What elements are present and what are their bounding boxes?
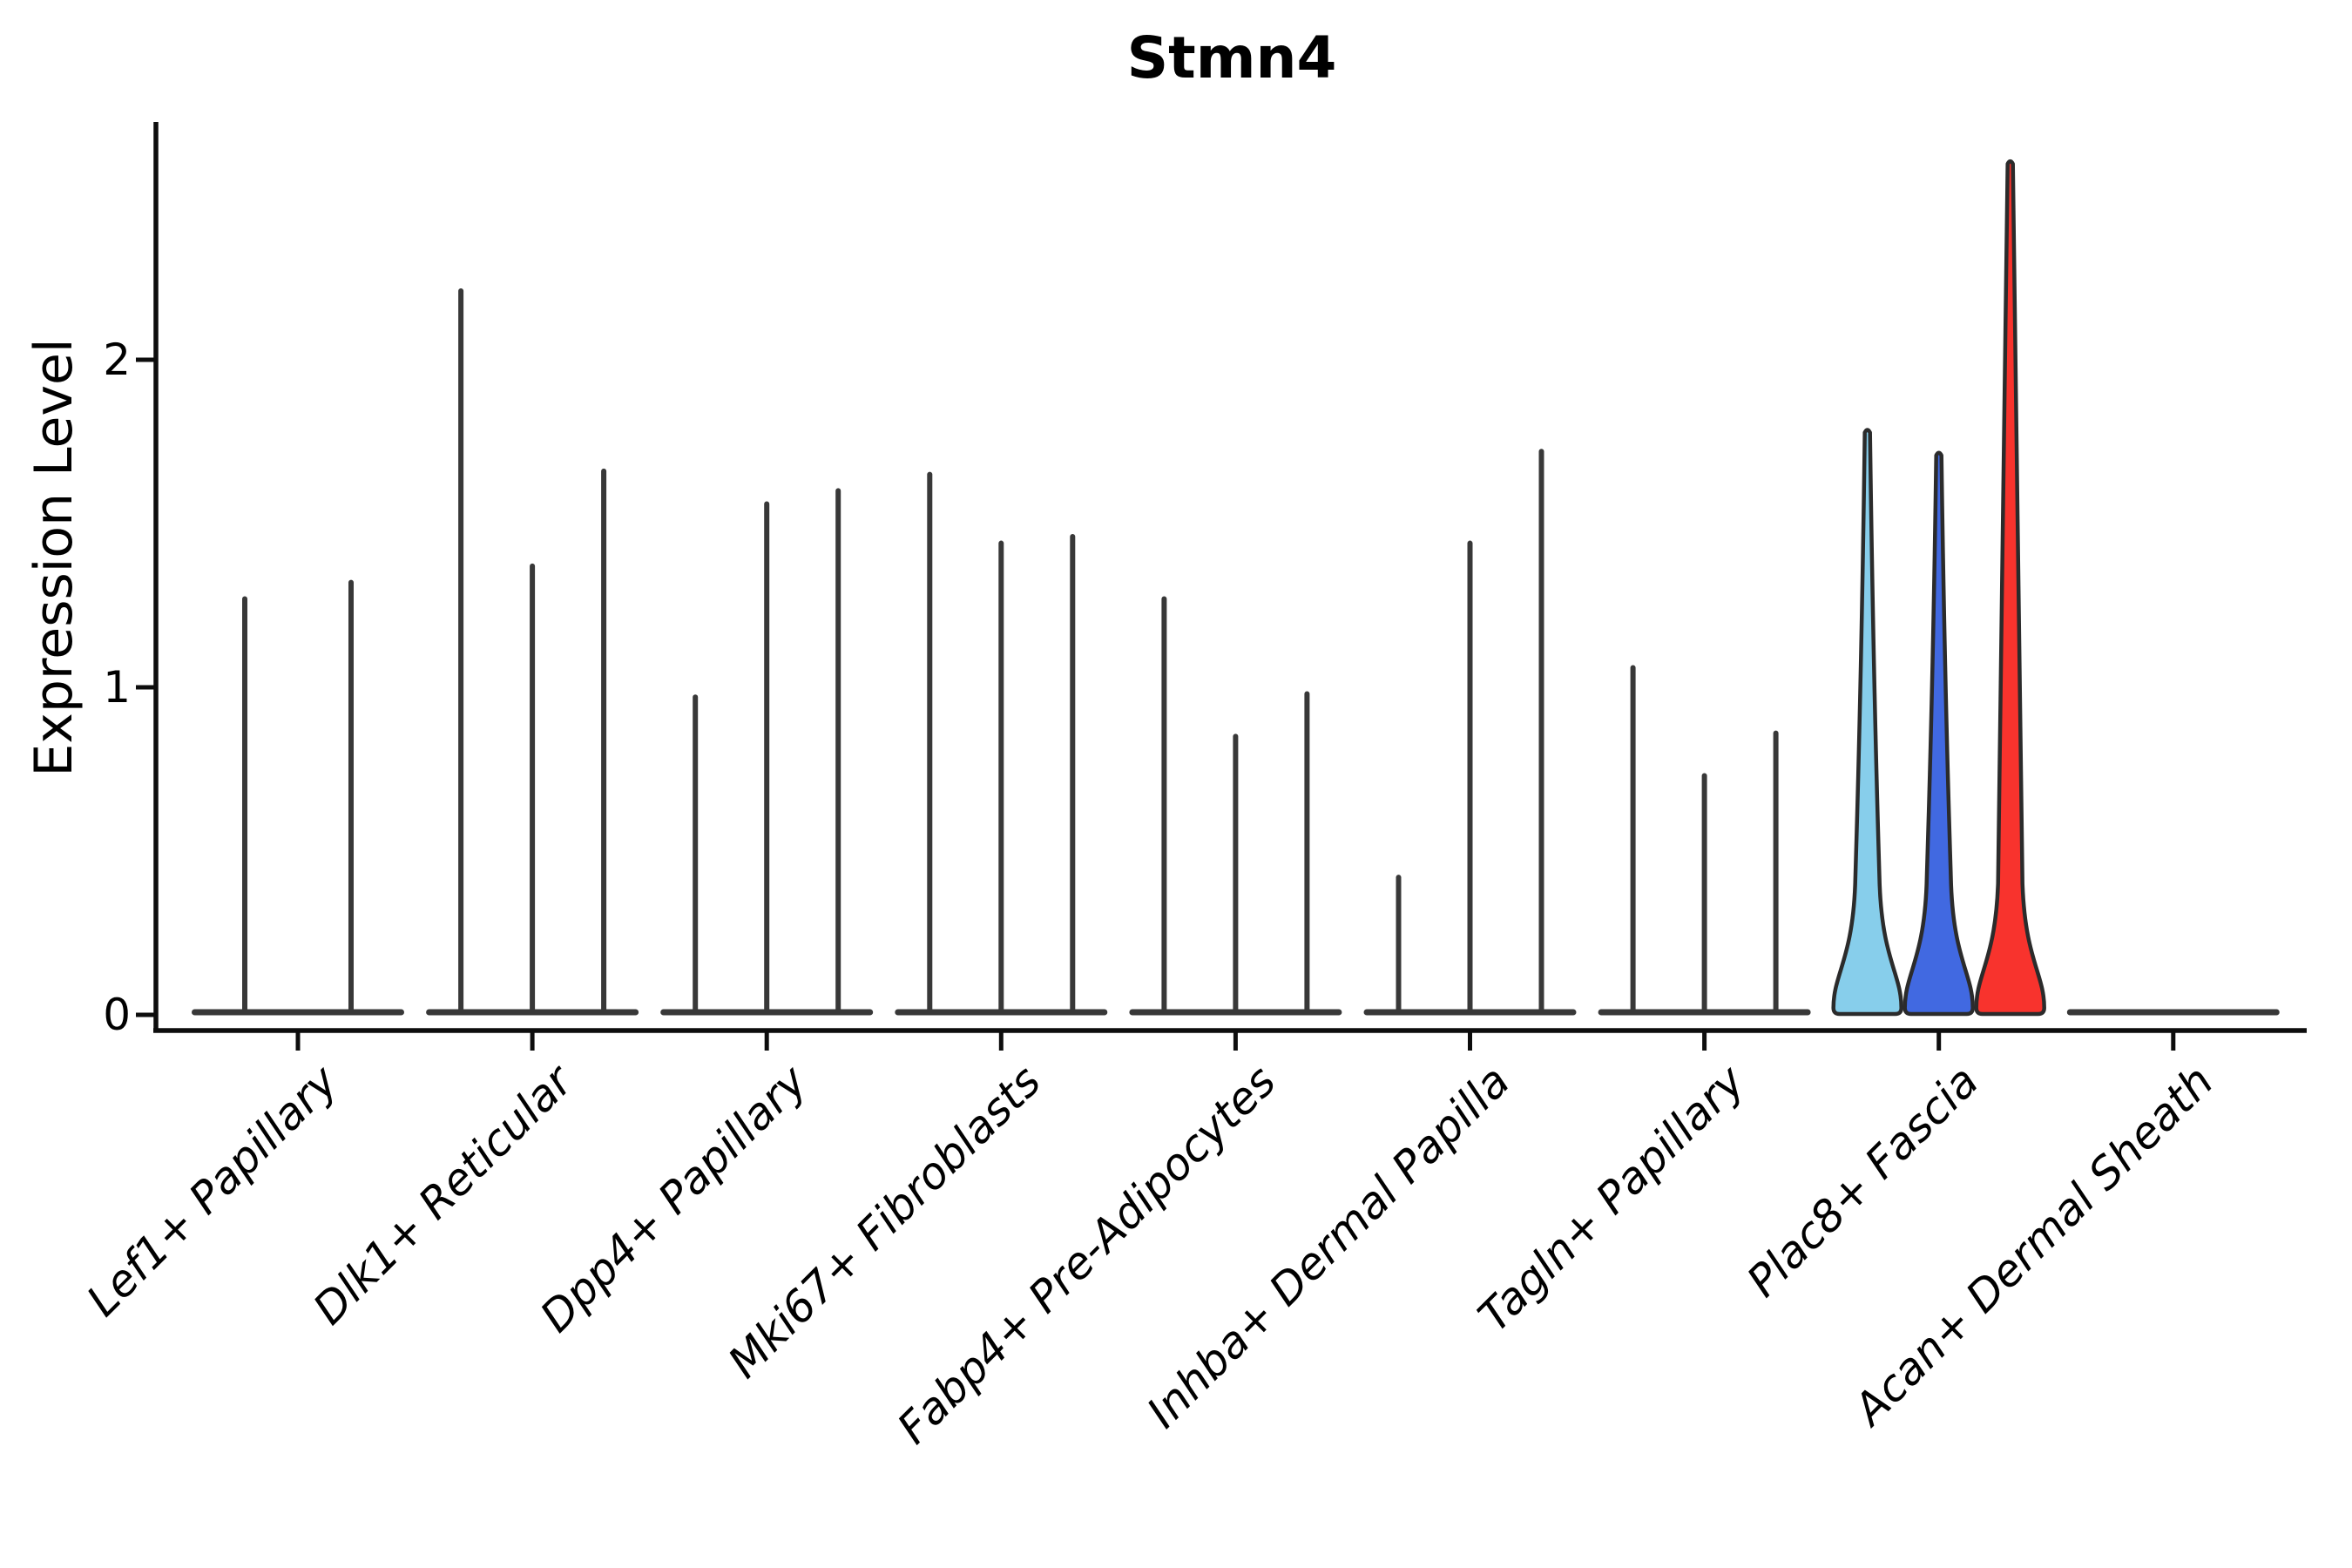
chart-title: Stmn4: [1126, 24, 1337, 91]
violin: [1831, 428, 1903, 1017]
y-tick-label: 2: [103, 335, 131, 385]
y-tick-label: 0: [103, 990, 131, 1040]
y-tick-label: 1: [103, 662, 131, 713]
violin: [1903, 450, 1975, 1017]
violin-baseline: [2066, 1009, 2280, 1016]
violin-baseline: [192, 1009, 404, 1016]
violin: [1974, 159, 2046, 1017]
